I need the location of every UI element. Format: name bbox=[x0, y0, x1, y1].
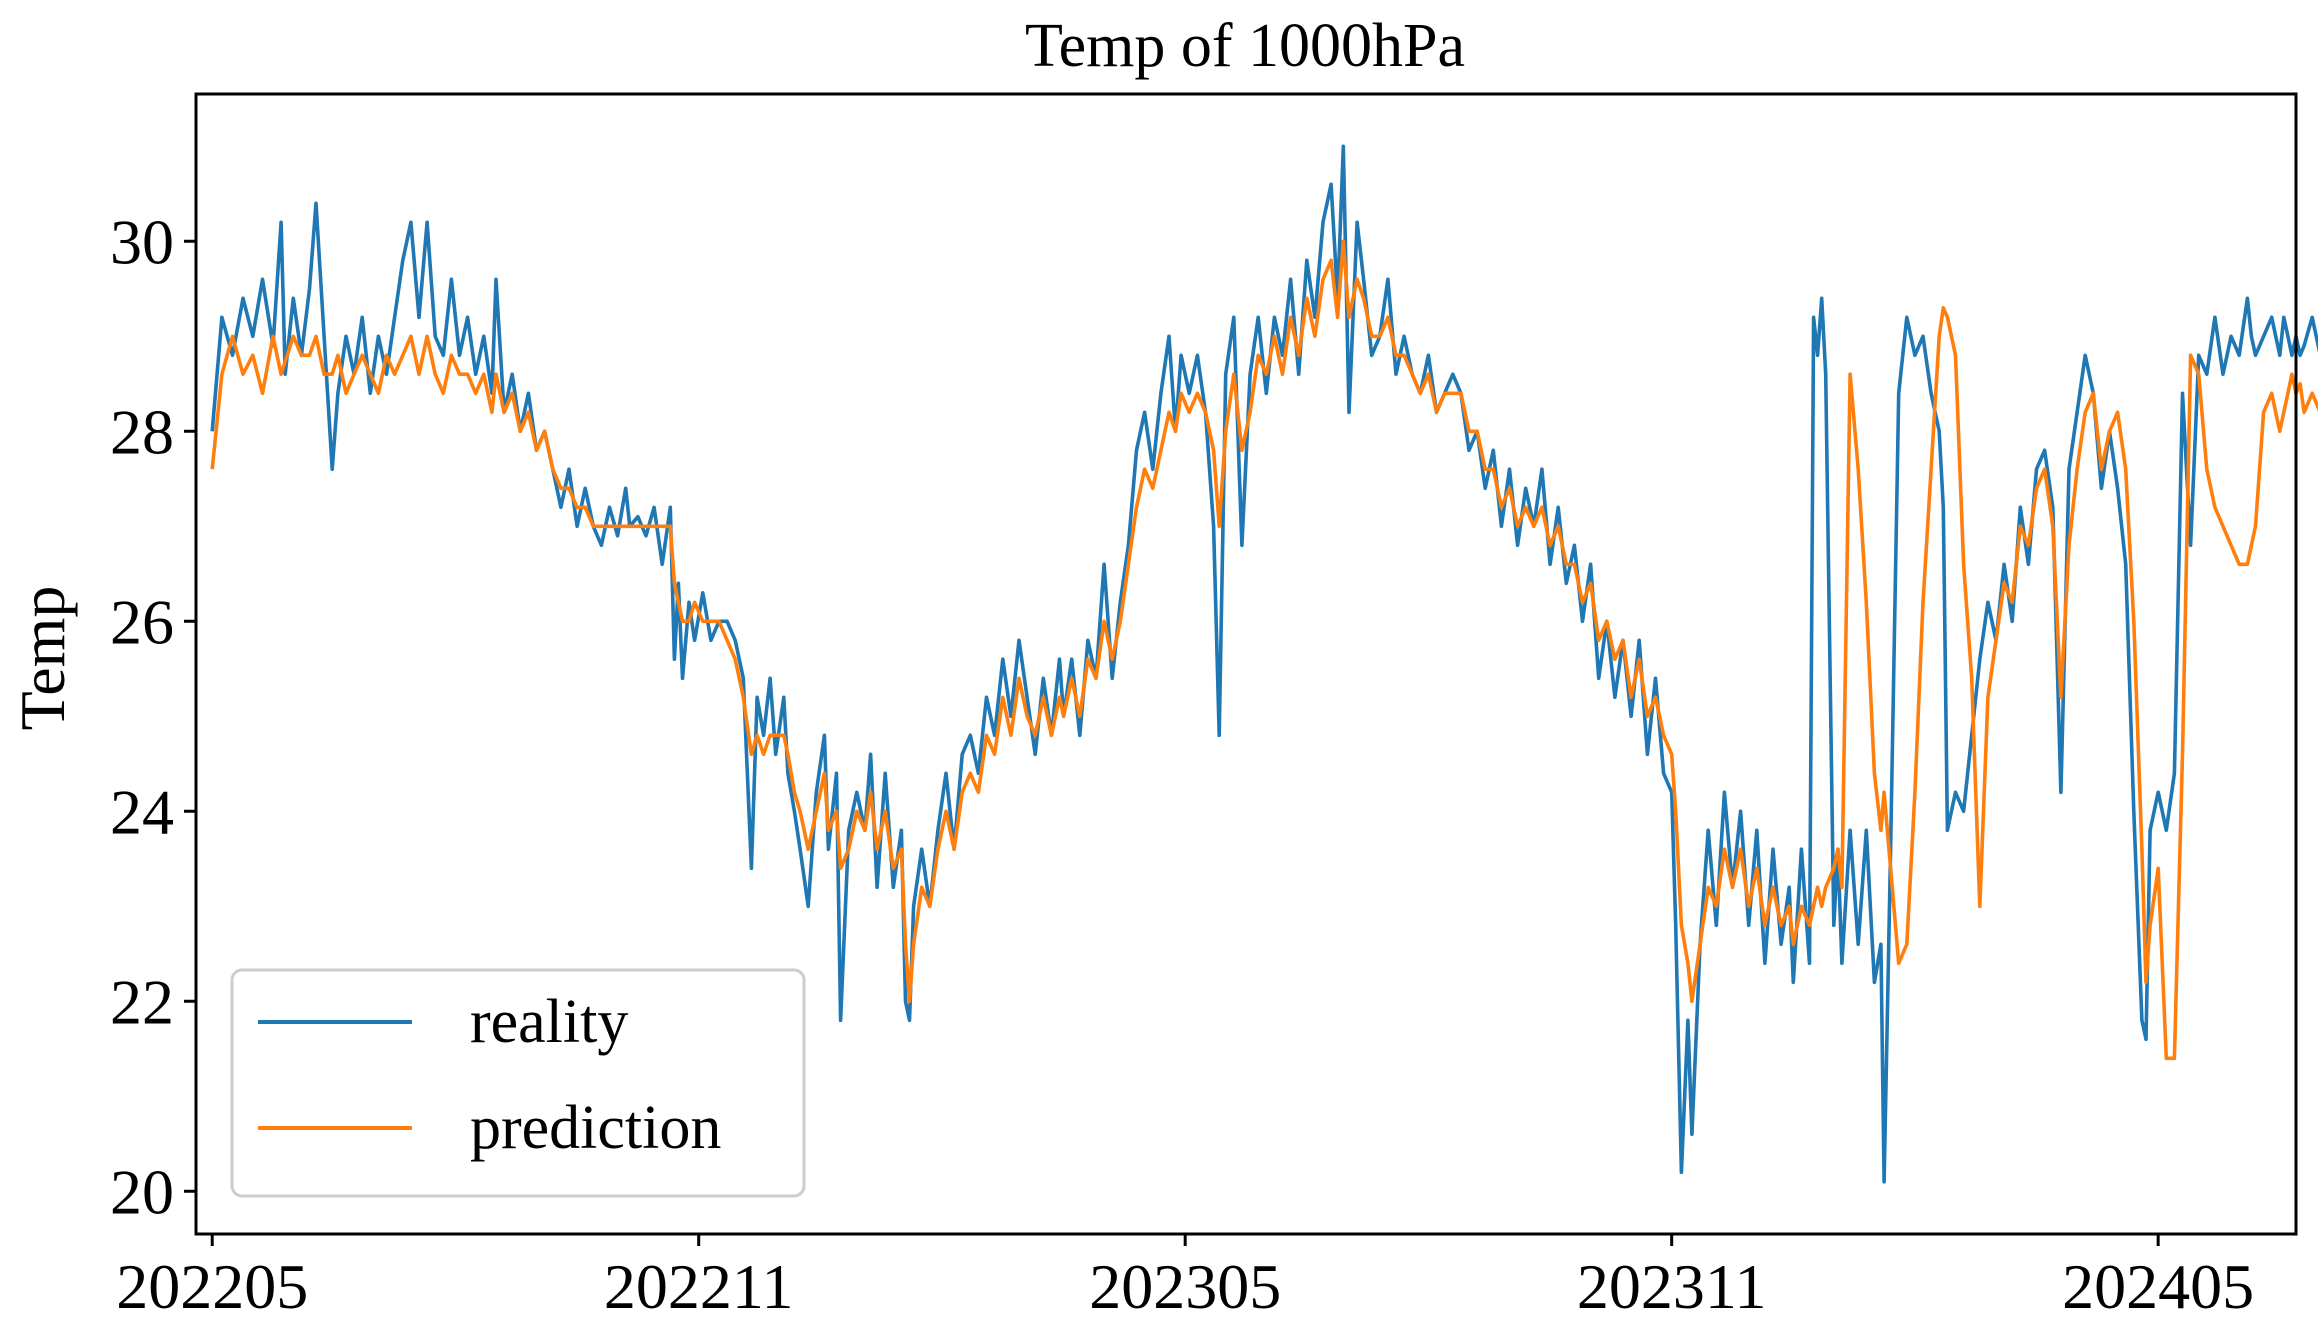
chart-title: Temp of 1000hPa bbox=[1025, 12, 1465, 80]
legend: reality prediction bbox=[230, 968, 806, 1198]
y-tick-label: 22 bbox=[110, 966, 174, 1037]
y-tick-label: 26 bbox=[110, 586, 174, 657]
x-tick-label: 202205 bbox=[116, 1251, 308, 1322]
x-tick-label: 202311 bbox=[1577, 1251, 1767, 1322]
legend-box bbox=[230, 968, 806, 1198]
legend-label-prediction: prediction bbox=[470, 1094, 721, 1162]
x-tick-label: 202305 bbox=[1089, 1251, 1281, 1322]
y-axis-label: Temp bbox=[7, 586, 78, 731]
legend-label-reality: reality bbox=[470, 988, 628, 1056]
y-tick-label: 20 bbox=[110, 1156, 174, 1227]
y-tick-label: 24 bbox=[110, 776, 174, 847]
series-line-reality bbox=[210, 144, 2318, 1184]
y-axis-ticks: 20 22 24 26 28 30 bbox=[110, 206, 196, 1227]
x-axis-ticks: 202205 202211 202305 202311 202405 bbox=[116, 1234, 2254, 1322]
y-tick-label: 30 bbox=[110, 206, 174, 277]
x-tick-label: 202405 bbox=[2062, 1251, 2254, 1322]
x-tick-label: 202211 bbox=[604, 1251, 794, 1322]
plot-frame bbox=[194, 92, 2298, 1236]
series-lines bbox=[210, 144, 2318, 1184]
series-line-prediction bbox=[210, 239, 2318, 1061]
y-tick-label: 28 bbox=[110, 396, 174, 467]
